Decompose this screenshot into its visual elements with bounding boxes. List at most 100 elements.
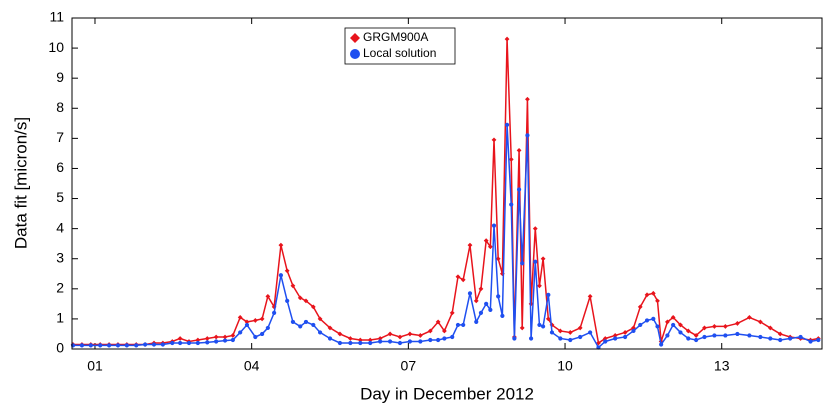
data-point [260, 331, 265, 337]
data-point [441, 328, 447, 334]
y-tick-label: 6 [56, 159, 64, 175]
data-point [467, 242, 473, 248]
data-point [265, 325, 270, 331]
data-point [587, 293, 593, 299]
data-point [455, 274, 461, 280]
legend-label: Local solution [363, 46, 436, 60]
data-point [222, 334, 228, 340]
data-point [588, 330, 593, 335]
data-point [460, 277, 466, 283]
y-tick-label: 9 [56, 69, 64, 85]
data-point [237, 315, 243, 320]
data-point [816, 337, 821, 343]
data-point [205, 340, 210, 345]
data-point [253, 334, 258, 340]
data-point [259, 316, 265, 322]
data-point [512, 336, 517, 341]
series-line [73, 39, 819, 346]
data-point [665, 319, 670, 325]
data-point [368, 340, 373, 346]
data-point [702, 334, 707, 340]
data-point [508, 157, 514, 162]
data-point [488, 307, 493, 312]
data-point [407, 331, 413, 337]
data-point [788, 336, 793, 341]
data-point [504, 36, 510, 42]
data-point [115, 343, 121, 348]
data-point [686, 336, 691, 341]
data-point [596, 340, 601, 346]
data-point [222, 338, 228, 343]
data-point [533, 259, 538, 264]
data-point [622, 334, 628, 340]
data-point [558, 336, 563, 341]
data-point [735, 331, 740, 337]
data-point [651, 316, 656, 322]
data-point [298, 324, 303, 329]
data-point [557, 328, 563, 334]
data-point [693, 333, 699, 338]
data-point [377, 336, 383, 341]
data-point [442, 336, 447, 341]
data-point [567, 330, 573, 335]
data-point [644, 292, 650, 298]
data-point [285, 298, 290, 303]
data-point [678, 330, 683, 335]
data-point [631, 328, 636, 334]
data-point [578, 334, 583, 340]
data-point [491, 223, 497, 228]
y-tick-label: 4 [56, 219, 64, 235]
data-point [151, 342, 157, 347]
data-point [747, 315, 752, 320]
legend-label: GRGM900A [363, 30, 428, 44]
data-point [670, 315, 676, 320]
data-point [428, 337, 433, 343]
data-point [487, 244, 493, 250]
data-point [98, 343, 103, 348]
legend-box [344, 27, 456, 65]
data-point [767, 325, 773, 331]
y-tick-label: 7 [56, 129, 64, 145]
x-tick-label: 07 [401, 358, 417, 374]
data-point [357, 337, 363, 343]
data-point [230, 333, 236, 338]
data-point [474, 319, 479, 325]
data-point [504, 122, 510, 127]
data-point [568, 337, 573, 343]
data-point [337, 331, 343, 337]
data-point [613, 336, 618, 341]
data-point [213, 334, 219, 340]
legend-marker [350, 33, 360, 43]
y-tick-label: 10 [48, 39, 64, 55]
data-point [638, 322, 643, 328]
data-point [808, 339, 813, 344]
data-point [418, 339, 423, 344]
data-point [495, 256, 501, 262]
data-point [397, 334, 403, 340]
data-point [195, 337, 201, 343]
data-point [387, 331, 393, 337]
data-point [685, 328, 691, 334]
data-point [537, 283, 542, 289]
data-point [519, 325, 525, 331]
data-point [449, 310, 455, 316]
data-point [722, 324, 728, 329]
data-point [637, 304, 643, 310]
data-point [694, 337, 699, 343]
data-point [778, 337, 783, 343]
x-axis-title: Day in December 2012 [360, 384, 534, 403]
data-point [317, 330, 323, 335]
data-point [278, 273, 284, 278]
series-line [73, 124, 819, 349]
y-tick-label: 0 [56, 340, 64, 356]
data-point [348, 340, 353, 346]
data-point [88, 343, 93, 348]
y-tick-label: 1 [56, 310, 64, 326]
data-point [612, 333, 618, 338]
data-point [337, 340, 343, 346]
data-point [734, 321, 740, 326]
data-point [427, 328, 433, 334]
data-point [252, 318, 258, 323]
x-tick-label: 10 [557, 358, 573, 374]
data-point [528, 336, 534, 341]
